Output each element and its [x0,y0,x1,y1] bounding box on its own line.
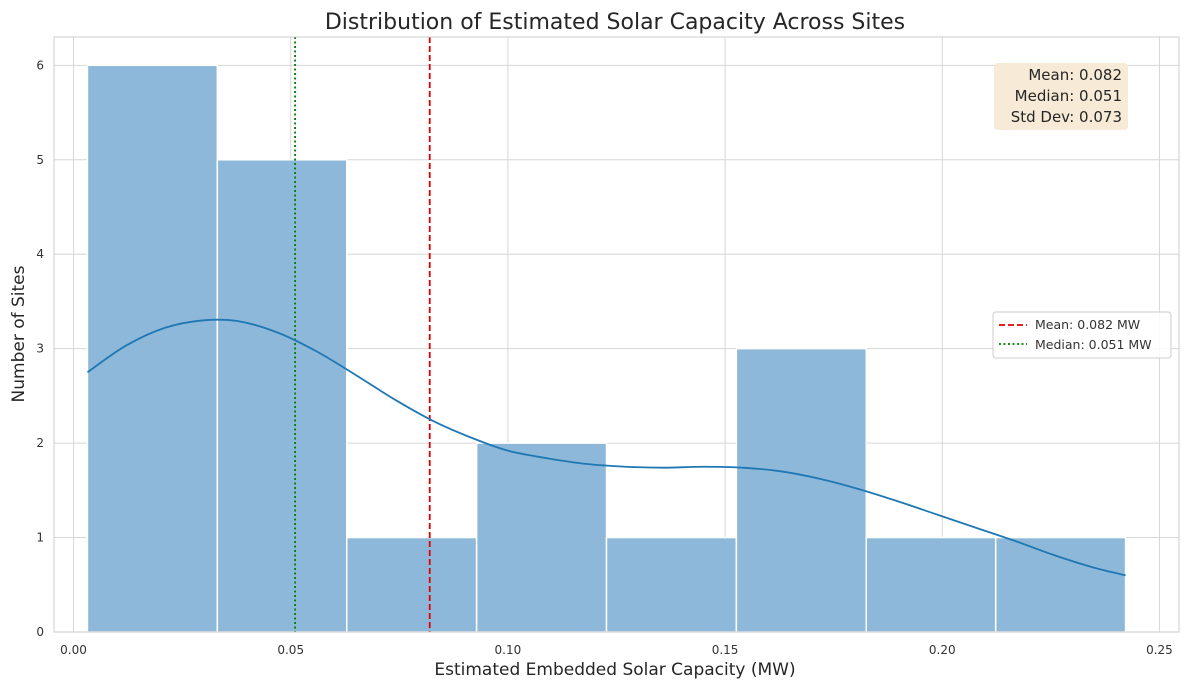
y-axis-ticks: 0 1 2 3 4 5 6 [36,58,44,639]
legend-mean-label: Mean: 0.082 MW [1035,317,1140,332]
histogram-bars [86,64,1127,633]
reference-lines [294,37,431,632]
stats-box-background [994,63,1128,130]
y-axis-label: Number of Sites [9,265,29,402]
kde-curve [86,318,1126,577]
histogram-bar [605,536,738,633]
stats-std-dev: Std Dev: 0.073 [1011,108,1122,126]
stats-box: Mean: 0.082 Median: 0.051 Std Dev: 0.073 [994,63,1128,130]
x-tick-label: 0.25 [1146,643,1173,657]
legend: Mean: 0.082 MW Median: 0.051 MW [992,311,1172,359]
y-tick-label: 1 [36,531,44,545]
stats-mean: Mean: 0.082 [1028,66,1122,84]
x-tick-label: 0.00 [60,643,87,657]
y-tick-label: 0 [36,625,44,639]
histogram-bar [346,536,478,633]
x-axis-label: Estimated Embedded Solar Capacity (MW) [434,660,795,680]
x-tick-label: 0.10 [495,643,522,657]
histogram-bar [994,536,1127,633]
histogram-bar [865,536,997,633]
y-tick-label: 6 [36,58,44,72]
histogram-bar [735,347,868,633]
legend-box [992,311,1172,359]
x-tick-label: 0.15 [712,643,739,657]
histogram-bar [475,442,608,633]
y-tick-label: 5 [36,153,44,167]
chart-title: Distribution of Estimated Solar Capacity… [325,10,905,35]
y-tick-label: 4 [36,247,44,261]
x-tick-label: 0.05 [277,643,304,657]
plot-area [53,36,1180,633]
histogram-bar [86,64,219,633]
legend-median-label: Median: 0.051 MW [1035,337,1152,352]
y-tick-label: 2 [36,436,44,450]
x-axis-ticks: 0.00 0.05 0.10 0.15 0.20 0.25 [60,643,1173,657]
stats-median: Median: 0.051 [1015,87,1122,105]
x-tick-label: 0.20 [929,643,956,657]
histogram-bar [216,159,348,633]
y-tick-label: 3 [36,342,44,356]
plot-frame [53,36,1180,633]
